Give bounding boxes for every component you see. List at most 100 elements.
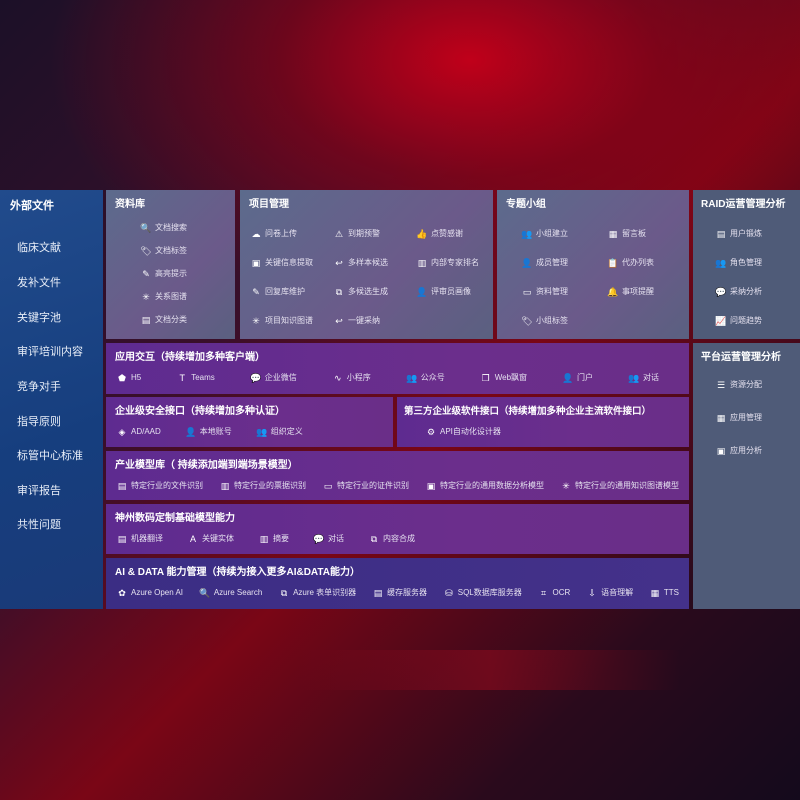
feature-item[interactable]: ▥ 特定行业的票据识别 (219, 480, 306, 492)
feature-item[interactable]: ▤ 特定行业的文件识别 (116, 480, 203, 492)
feature-label: API自动化设计器 (440, 427, 501, 436)
feature-item[interactable]: ▤ 缓存服务器 (372, 587, 427, 599)
feature-item[interactable]: 💬 对话 (313, 533, 344, 545)
feature-label: 关键实体 (202, 534, 234, 543)
feature-item[interactable]: ⇩ 语音理解 (586, 587, 633, 599)
panel-title: 企业级安全接口（持续增加多种认证） (115, 406, 285, 417)
feature-label: 项目知识图谱 (265, 316, 313, 325)
sidebar-item[interactable]: 关键字池 (17, 312, 61, 324)
feature-label: 小组标签 (536, 316, 568, 325)
feature-item[interactable]: ▭ 资料管理 (521, 286, 568, 298)
sidebar-item[interactable]: 共性问题 (17, 519, 61, 531)
feature-label: 特定行业的通用知识图谱模型 (575, 481, 679, 490)
feature-item[interactable]: 👤 成员管理 (521, 257, 568, 269)
feature-label: 缓存服务器 (386, 588, 427, 597)
feature-item[interactable]: ⚠ 到期预警 (333, 228, 380, 240)
feature-item[interactable]: ▣ 特定行业的通用数据分析模型 (425, 480, 544, 492)
feature-item[interactable]: ▤ 用户锻炼 (715, 228, 762, 240)
sidebar-item[interactable]: 指导原则 (17, 416, 61, 428)
feature-item[interactable]: ⧉ 内容合成 (368, 533, 415, 545)
sidebar-item[interactable]: 临床文献 (17, 242, 61, 254)
feature-item[interactable]: ▣ 应用分析 (715, 445, 762, 457)
chat-icon: 💬 (313, 534, 325, 544)
feature-item[interactable]: ⬟ H5 (116, 372, 141, 384)
feature-label: 资料管理 (536, 287, 568, 296)
clipboard-icon: 📋 (607, 258, 619, 268)
cloud-upload-icon: ☁ (251, 229, 261, 239)
feature-row: ✿ Azure Open AI 🔍 Azure Search ⧉ Azure 表单识别器 ▤… (116, 587, 679, 599)
feature-item[interactable]: 👤 评审员画像 (416, 286, 471, 298)
feature-item[interactable]: ∿ 小程序 (332, 372, 371, 384)
feature-item[interactable]: ▣ 关键信息提取 (250, 257, 313, 269)
feature-item[interactable]: ✳ 关系图谱 (140, 291, 187, 303)
qa-icon: 💬 (715, 287, 727, 297)
tag-icon: 🏷 (521, 316, 533, 326)
sidebar-item[interactable]: 审评报告 (17, 485, 61, 497)
feature-label: 文档搜索 (155, 223, 187, 232)
feature-item[interactable]: 🔍 文档搜索 (140, 222, 187, 234)
feature-label: 用户锻炼 (730, 229, 762, 238)
feature-item[interactable]: 🏷 小组标签 (521, 315, 568, 327)
feature-item[interactable]: ▤ 文档分类 (140, 314, 187, 326)
feature-item[interactable]: ☁ 问卷上传 (250, 228, 298, 240)
feature-item[interactable]: 👥 小组建立 (521, 228, 568, 240)
feature-item[interactable]: 👥 对话 (628, 372, 659, 384)
feature-label: 本地账号 (199, 427, 232, 436)
feature-item[interactable]: ↩ 多样本候选 (333, 257, 388, 269)
feature-item[interactable]: 📋 代办列表 (607, 257, 654, 269)
feature-item[interactable]: ✿ Azure Open AI (116, 587, 183, 599)
feature-item[interactable]: ▥ 摘要 (258, 533, 289, 545)
feature-label: 文档分类 (155, 315, 187, 324)
sidebar-item[interactable]: 审评培训内容 (17, 346, 83, 358)
feature-item[interactable]: ⚙ API自动化设计器 (425, 426, 501, 438)
feature-item[interactable]: 👥 公众号 (406, 372, 445, 384)
sidebar-item[interactable]: 发补文件 (17, 277, 61, 289)
feature-item[interactable]: A 关键实体 (187, 533, 234, 545)
feature-item[interactable]: ⛁ SQL数据库服务器 (443, 587, 522, 599)
feature-item[interactable]: 👍 点赞感谢 (416, 228, 463, 240)
feature-item[interactable]: ◈ AD/AAD (116, 426, 161, 438)
feature-item[interactable]: ↩ 一键采纳 (333, 315, 380, 327)
feature-item[interactable]: ⧉ Azure 表单识别器 (278, 587, 356, 599)
feature-item[interactable]: ▥ 内部专家排名 (416, 257, 479, 269)
feature-item[interactable]: 🏷 文档标签 (140, 245, 187, 257)
pen-icon: ✎ (142, 269, 150, 279)
thumbs-up-icon: 👍 (416, 229, 428, 239)
feature-item[interactable]: ❐ Web飘窗 (480, 372, 527, 384)
feature-item[interactable]: 💬 采纳分析 (715, 286, 762, 298)
sidebar-item[interactable]: 竞争对手 (17, 381, 61, 393)
feature-item[interactable]: 🔍 Azure Search (199, 587, 262, 599)
feature-item[interactable]: ✎ 回复库维护 (250, 286, 305, 298)
feature-item[interactable]: ⧉ 多候选生成 (333, 286, 388, 298)
feature-item[interactable]: ▦ 应用管理 (715, 412, 762, 424)
sql-database-icon: ⛁ (444, 588, 453, 598)
feature-label: SQL数据库服务器 (457, 588, 522, 597)
feature-item[interactable]: ✎ 高亮提示 (140, 268, 187, 280)
feature-item[interactable]: 📈 问题趋势 (715, 315, 762, 327)
feature-item[interactable]: ✳ 特定行业的通用知识图谱模型 (560, 480, 679, 492)
feature-item[interactable]: 💬 企业微信 (250, 372, 297, 384)
cache-server-icon: ▤ (373, 588, 383, 598)
feature-item[interactable]: ✳ 项目知识图谱 (250, 315, 313, 327)
feature-item[interactable]: 👤 本地账号 (185, 426, 232, 438)
feature-item[interactable]: 👥 角色管理 (715, 257, 762, 269)
feature-item[interactable]: 👥 组织定义 (256, 426, 303, 438)
feature-label: TTS (663, 588, 679, 597)
feature-item[interactable]: ▦ TTS (649, 587, 679, 599)
feature-item[interactable]: 👤 门户 (562, 372, 593, 384)
feature-label: 特定行业的票据识别 (234, 481, 306, 490)
form-recognizer-icon: ⧉ (280, 588, 288, 598)
feature-item[interactable]: ▦ 留言板 (607, 228, 646, 240)
feature-label: 多候选生成 (348, 287, 388, 296)
feature-item[interactable]: ▤ 机器翻译 (116, 533, 163, 545)
feature-label: 资源分配 (730, 380, 762, 389)
panel-raid: RAID运营管理分析 ▤ 用户锻炼 👥 角色管理 💬 采纳分析 📈 问题趋势 (693, 190, 800, 339)
sidebar-item[interactable]: 标管中心标准 (17, 450, 83, 462)
feature-item[interactable]: ▭ 特定行业的证件识别 (322, 480, 409, 492)
feature-item[interactable]: 🔔 事项提醒 (607, 286, 654, 298)
feature-item[interactable]: ☰ 资源分配 (715, 379, 762, 391)
feature-label: 点赞感谢 (431, 229, 463, 238)
feature-label: 特定行业的文件识别 (131, 481, 203, 490)
feature-item[interactable]: ⌗ OCR (538, 587, 570, 599)
feature-item[interactable]: T Teams (176, 372, 214, 384)
